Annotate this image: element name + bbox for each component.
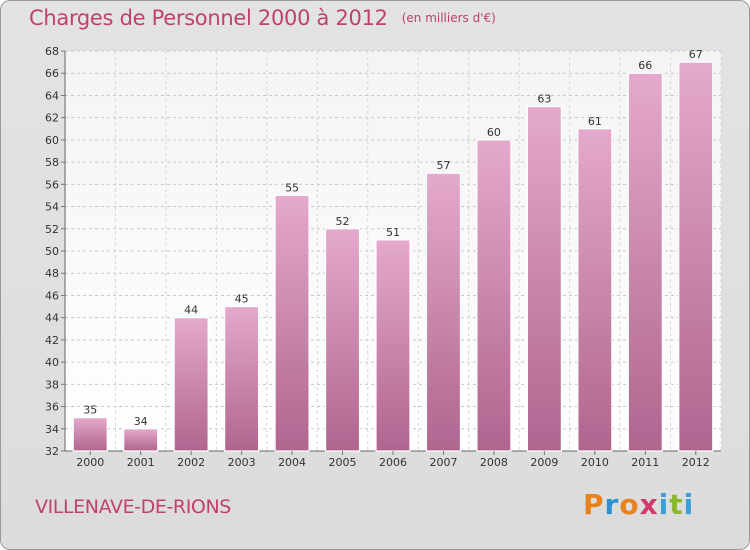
y-tick-label: 52 — [45, 223, 59, 236]
y-tick-label: 40 — [45, 356, 59, 369]
bar — [425, 172, 462, 452]
city-name: VILLENAVE-DE-RIONS — [35, 496, 231, 518]
chart-unit: (en milliers d'€) — [401, 11, 496, 25]
bar-value-label: 55 — [285, 181, 299, 194]
logo-letter: P — [583, 488, 605, 521]
x-tick-label: 2001 — [127, 456, 155, 469]
x-tick-label: 2005 — [329, 456, 357, 469]
proxiti-logo: Proxiti — [583, 488, 694, 521]
y-tick-label: 68 — [45, 45, 59, 58]
bar — [577, 128, 613, 452]
bar-value-label: 63 — [537, 93, 551, 106]
y-tick-label: 32 — [45, 445, 59, 458]
y-tick-label: 64 — [45, 89, 59, 102]
bar-value-label: 44 — [184, 304, 198, 317]
bar-value-label: 67 — [689, 48, 703, 61]
logo-letter: t — [669, 488, 684, 521]
y-tick-label: 60 — [45, 134, 59, 147]
chart-title: Charges de Personnel 2000 à 2012 (en mill… — [29, 6, 496, 30]
bar-value-label: 35 — [83, 404, 97, 417]
bar-value-label: 60 — [487, 126, 501, 139]
x-tick-label: 2008 — [480, 456, 508, 469]
y-tick-label: 56 — [45, 178, 59, 191]
x-tick-label: 2010 — [581, 456, 609, 469]
y-tick-label: 58 — [45, 156, 59, 169]
x-tick-label: 2009 — [530, 456, 558, 469]
y-tick-label: 38 — [45, 378, 59, 391]
x-tick-label: 2003 — [228, 456, 256, 469]
y-tick-label: 62 — [45, 112, 59, 125]
bar — [476, 139, 512, 452]
x-tick-label: 2007 — [429, 456, 457, 469]
bar — [627, 72, 663, 452]
bar — [678, 61, 714, 452]
logo-letter: i — [658, 488, 670, 521]
bar — [375, 239, 411, 452]
chart-title-text: Charges de Personnel 2000 à 2012 — [29, 6, 388, 30]
bar — [72, 417, 108, 452]
bar-value-label: 45 — [235, 293, 249, 306]
logo-letter: x — [639, 488, 659, 521]
logo-letter: o — [619, 488, 640, 521]
y-tick-label: 36 — [45, 401, 59, 414]
bar-value-label: 57 — [436, 159, 450, 172]
bar — [224, 305, 260, 452]
logo-letter: i — [683, 488, 695, 521]
y-tick-label: 34 — [45, 423, 59, 436]
bar-value-label: 34 — [134, 415, 148, 428]
bar-value-label: 61 — [588, 115, 602, 128]
x-tick-label: 2002 — [177, 456, 205, 469]
bar-value-label: 51 — [386, 226, 400, 239]
y-tick-label: 42 — [45, 334, 59, 347]
x-tick-label: 2011 — [631, 456, 659, 469]
y-tick-label: 50 — [45, 245, 59, 258]
x-tick-label: 2012 — [682, 456, 710, 469]
bar — [123, 428, 159, 452]
y-tick-label: 46 — [45, 289, 59, 302]
x-tick-label: 2006 — [379, 456, 407, 469]
x-tick-label: 2004 — [278, 456, 306, 469]
y-tick-label: 66 — [45, 67, 59, 80]
bar-value-label: 66 — [638, 59, 652, 72]
y-tick-label: 54 — [45, 201, 59, 214]
bar — [324, 228, 361, 452]
x-tick-label: 2000 — [76, 456, 104, 469]
bar — [173, 317, 209, 452]
logo-letter: r — [604, 488, 620, 521]
y-tick-label: 44 — [45, 312, 59, 325]
bar — [526, 105, 562, 452]
y-tick-label: 48 — [45, 267, 59, 280]
bar-value-label: 52 — [336, 215, 350, 228]
bar — [274, 194, 310, 452]
